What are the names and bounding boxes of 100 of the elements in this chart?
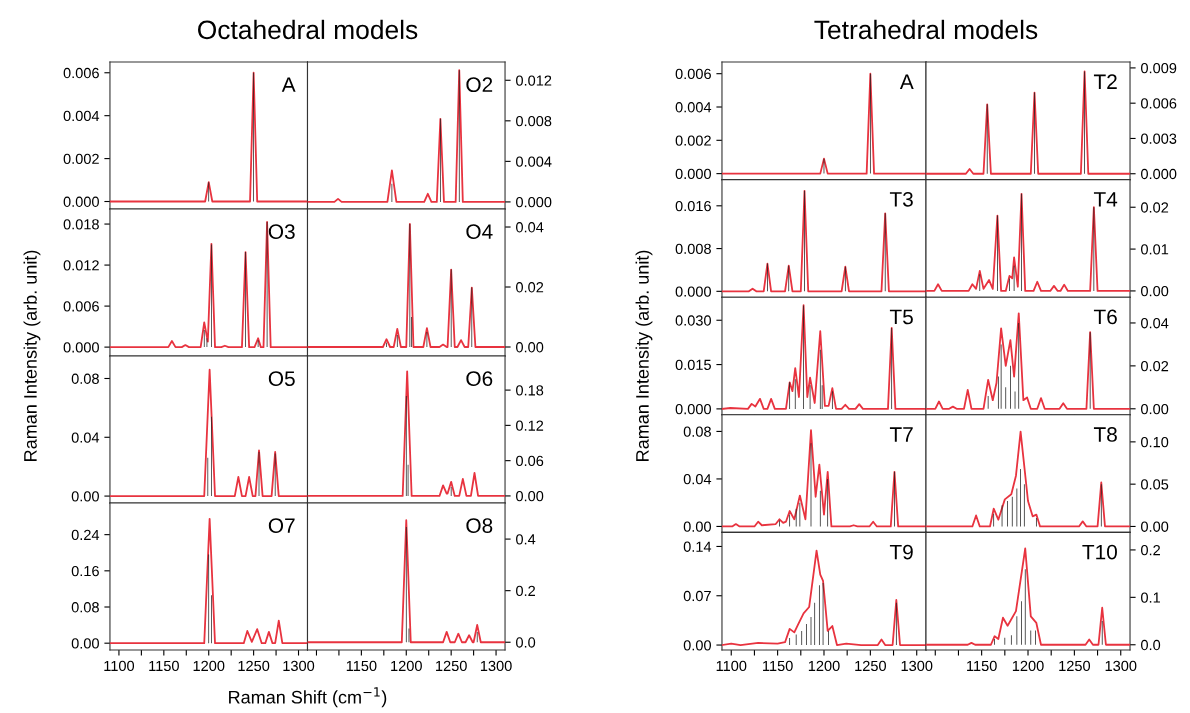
y-tick-label: 0.00 bbox=[71, 491, 99, 502]
y-tick-label: 0.00 bbox=[683, 521, 711, 532]
y-tick-label: 0.16 bbox=[71, 565, 99, 577]
y-tick-label: 0.018 bbox=[63, 219, 99, 230]
x-tick-label: 1250 bbox=[436, 660, 467, 672]
annotation: O8 bbox=[466, 518, 493, 533]
x-tick-label: 1300 bbox=[480, 660, 512, 672]
x-tick-label: 1300 bbox=[283, 660, 315, 672]
chart-title: Octahedral models bbox=[198, 19, 418, 40]
y-tick-label: 0.04 bbox=[683, 474, 712, 485]
y-tick-label: 0.00 bbox=[1141, 286, 1169, 297]
y-tick-label: 0.08 bbox=[71, 602, 99, 613]
x-tick-label: 1200 bbox=[193, 660, 225, 672]
y-tick-label: 0.003 bbox=[1141, 133, 1177, 144]
y-tick-label: 0.00 bbox=[683, 640, 711, 651]
annotation: T8 bbox=[1093, 427, 1117, 442]
y-tick-label: 0.012 bbox=[516, 75, 552, 86]
y-tick-label: 0.000 bbox=[63, 196, 99, 207]
annotation: T4 bbox=[1093, 192, 1118, 207]
annotation: T9 bbox=[889, 544, 913, 560]
y-tick-label: 0.000 bbox=[675, 286, 711, 297]
annotation: O7 bbox=[268, 518, 295, 533]
y-tick-label: 0.08 bbox=[71, 373, 99, 384]
y-tick-label: 0.02 bbox=[1141, 360, 1169, 372]
annotation: T6 bbox=[1093, 309, 1117, 325]
x-tick-label: 1300 bbox=[901, 660, 933, 672]
y-tick-label: 0.08 bbox=[683, 426, 711, 437]
y-tick-label: 0.02 bbox=[516, 282, 544, 293]
y-tick-label: 0.05 bbox=[1141, 479, 1169, 490]
y-tick-label: 0.002 bbox=[675, 135, 711, 146]
annotation: O3 bbox=[268, 224, 295, 240]
annotation: T5 bbox=[889, 309, 913, 325]
y-tick-label: 0.004 bbox=[675, 102, 712, 113]
x-tick-label: 1150 bbox=[149, 660, 179, 672]
y-tick-label: 0.008 bbox=[516, 115, 552, 127]
chart-title: Tetrahedral models bbox=[814, 19, 1038, 40]
y-tick-label: 0.12 bbox=[516, 420, 544, 431]
annotation: O6 bbox=[466, 371, 493, 386]
y-tick-label: 0.012 bbox=[63, 260, 99, 271]
y-tick-label: 0.01 bbox=[1141, 244, 1169, 255]
y-tick-label: 0.04 bbox=[1141, 318, 1169, 329]
annotation: O4 bbox=[466, 224, 493, 240]
y-tick-label: 0.016 bbox=[675, 200, 711, 212]
x-tick-label: 1250 bbox=[1059, 660, 1091, 672]
annotation: T2 bbox=[1093, 74, 1117, 89]
y-tick-label: 0.006 bbox=[1141, 98, 1177, 109]
x-tick-label: 1300 bbox=[1105, 660, 1137, 672]
x-tick-label: 1150 bbox=[967, 660, 997, 672]
y-tick-label: 0.000 bbox=[675, 168, 711, 180]
y-tick-label: 0.000 bbox=[675, 403, 711, 415]
y-tick-label: 0.006 bbox=[675, 68, 711, 80]
y-tick-label: 0.0 bbox=[1141, 639, 1161, 651]
y-tick-label: 0.004 bbox=[516, 156, 552, 167]
y-tick-label: 0.00 bbox=[1141, 403, 1169, 415]
x-tick-label: 1250 bbox=[238, 660, 270, 672]
y-tick-label: 0.2 bbox=[1141, 545, 1160, 556]
y-tick-label: 0.14 bbox=[683, 541, 712, 552]
y-tick-label: 0.4 bbox=[516, 534, 536, 545]
y-tick-label: 0.18 bbox=[516, 385, 544, 396]
y-tick-label: 0.04 bbox=[71, 432, 100, 443]
x-axis-title: Raman Shift (cm$^{−1}$) bbox=[229, 687, 387, 708]
annotation: T3 bbox=[889, 191, 913, 207]
x-tick-label: 1200 bbox=[1012, 660, 1044, 672]
y-tick-label: 0.0 bbox=[516, 637, 536, 648]
y-tick-label: 0.1 bbox=[1141, 592, 1160, 603]
y-tick-label: 0.004 bbox=[63, 110, 100, 122]
y-tick-label: 0.00 bbox=[516, 491, 544, 502]
y-tick-label: 0.00 bbox=[1141, 521, 1169, 532]
annotation: O2 bbox=[466, 77, 493, 93]
y-tick-label: 0.000 bbox=[63, 342, 99, 353]
x-tick-label: 1250 bbox=[855, 660, 887, 672]
x-tick-label: 1150 bbox=[346, 660, 377, 672]
y-tick-label: 0.000 bbox=[516, 197, 552, 208]
y-tick-label: 0.06 bbox=[516, 455, 544, 467]
y-tick-label: 0.07 bbox=[683, 590, 711, 602]
y-tick-label: 0.006 bbox=[63, 67, 99, 79]
y-axis-title: Raman Intensity (arb. unit) bbox=[635, 250, 653, 461]
x-tick-label: 1200 bbox=[391, 660, 422, 672]
y-tick-label: 0.030 bbox=[675, 315, 711, 326]
y-tick-label: 0.009 bbox=[1141, 63, 1177, 74]
y-tick-label: 0.006 bbox=[63, 301, 99, 312]
y-tick-label: 0.000 bbox=[1141, 168, 1177, 180]
y-tick-label: 0.04 bbox=[516, 222, 544, 233]
annotation: A bbox=[899, 74, 914, 89]
x-tick-label: 1100 bbox=[716, 660, 747, 672]
y-tick-label: 0.015 bbox=[675, 359, 711, 370]
x-tick-label: 1150 bbox=[763, 660, 793, 672]
y-tick-label: 0.02 bbox=[1141, 202, 1169, 213]
y-tick-label: 0.008 bbox=[675, 243, 711, 254]
y-tick-label: 0.00 bbox=[516, 342, 544, 353]
annotation: O5 bbox=[268, 371, 295, 386]
annotation: T10 bbox=[1082, 544, 1117, 560]
x-tick-label: 1100 bbox=[104, 660, 135, 672]
y-tick-label: 0.10 bbox=[1141, 436, 1169, 448]
y-axis-title: Raman Intensity (arb. unit) bbox=[23, 250, 41, 461]
annotation: T7 bbox=[889, 427, 913, 442]
y-tick-label: 0.002 bbox=[63, 153, 99, 165]
y-tick-label: 0.24 bbox=[71, 529, 100, 541]
annotation: A bbox=[281, 77, 296, 92]
x-tick-label: 1200 bbox=[808, 660, 840, 672]
